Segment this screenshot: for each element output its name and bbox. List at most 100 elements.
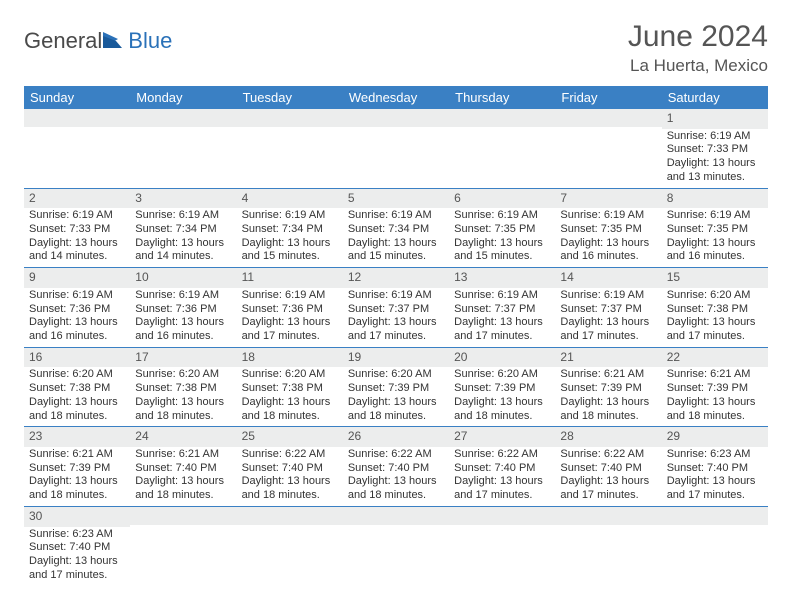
day-details: Sunrise: 6:19 AMSunset: 7:36 PMDaylight:… <box>24 288 130 347</box>
daylight-text: Daylight: 13 hours and 18 minutes. <box>667 396 763 424</box>
day-details: Sunrise: 6:19 AMSunset: 7:33 PMDaylight:… <box>662 129 768 188</box>
sunset-text: Sunset: 7:33 PM <box>667 143 763 157</box>
day-number: 28 <box>555 427 661 447</box>
day-number: 17 <box>130 348 236 368</box>
calendar-day-cell <box>555 506 661 585</box>
sunrise-text: Sunrise: 6:20 AM <box>242 368 338 382</box>
daylight-text: Daylight: 13 hours and 18 minutes. <box>29 475 125 503</box>
day-number: 13 <box>449 268 555 288</box>
sunrise-text: Sunrise: 6:19 AM <box>560 209 656 223</box>
daylight-text: Daylight: 13 hours and 18 minutes. <box>560 396 656 424</box>
daylight-text: Daylight: 13 hours and 17 minutes. <box>560 316 656 344</box>
sunrise-text: Sunrise: 6:19 AM <box>667 130 763 144</box>
calendar-day-cell: 1Sunrise: 6:19 AMSunset: 7:33 PMDaylight… <box>662 109 768 188</box>
daylight-text: Daylight: 13 hours and 13 minutes. <box>667 157 763 185</box>
daylight-text: Daylight: 13 hours and 18 minutes. <box>135 396 231 424</box>
day-number: 29 <box>662 427 768 447</box>
day-number: 11 <box>237 268 343 288</box>
day-details: Sunrise: 6:22 AMSunset: 7:40 PMDaylight:… <box>449 447 555 506</box>
day-details: Sunrise: 6:21 AMSunset: 7:39 PMDaylight:… <box>24 447 130 506</box>
sunrise-text: Sunrise: 6:20 AM <box>135 368 231 382</box>
sunset-text: Sunset: 7:37 PM <box>560 303 656 317</box>
daylight-text: Daylight: 13 hours and 15 minutes. <box>454 237 550 265</box>
calendar-week-row: 16Sunrise: 6:20 AMSunset: 7:38 PMDayligh… <box>24 347 768 427</box>
calendar-week-row: 9Sunrise: 6:19 AMSunset: 7:36 PMDaylight… <box>24 268 768 348</box>
weekday-header: Friday <box>555 86 661 109</box>
day-number: 1 <box>662 109 768 129</box>
day-details: Sunrise: 6:23 AMSunset: 7:40 PMDaylight:… <box>662 447 768 506</box>
day-details: Sunrise: 6:21 AMSunset: 7:39 PMDaylight:… <box>555 367 661 426</box>
daylight-text: Daylight: 13 hours and 17 minutes. <box>242 316 338 344</box>
location-subtitle: La Huerta, Mexico <box>628 56 768 76</box>
calendar-day-cell: 15Sunrise: 6:20 AMSunset: 7:38 PMDayligh… <box>662 268 768 348</box>
day-number: 3 <box>130 189 236 209</box>
daylight-text: Daylight: 13 hours and 18 minutes. <box>29 396 125 424</box>
calendar-day-cell <box>130 109 236 188</box>
day-details: Sunrise: 6:22 AMSunset: 7:40 PMDaylight:… <box>343 447 449 506</box>
sunset-text: Sunset: 7:34 PM <box>348 223 444 237</box>
day-number <box>555 507 661 525</box>
day-number: 12 <box>343 268 449 288</box>
sunset-text: Sunset: 7:39 PM <box>29 462 125 476</box>
daylight-text: Daylight: 13 hours and 17 minutes. <box>454 316 550 344</box>
calendar-day-cell: 7Sunrise: 6:19 AMSunset: 7:35 PMDaylight… <box>555 188 661 268</box>
day-details: Sunrise: 6:19 AMSunset: 7:33 PMDaylight:… <box>24 208 130 267</box>
day-number: 14 <box>555 268 661 288</box>
day-details: Sunrise: 6:23 AMSunset: 7:40 PMDaylight:… <box>24 527 130 586</box>
day-details: Sunrise: 6:20 AMSunset: 7:38 PMDaylight:… <box>130 367 236 426</box>
calendar-day-cell <box>237 109 343 188</box>
calendar-day-cell: 20Sunrise: 6:20 AMSunset: 7:39 PMDayligh… <box>449 347 555 427</box>
day-number: 25 <box>237 427 343 447</box>
day-number: 23 <box>24 427 130 447</box>
day-number: 2 <box>24 189 130 209</box>
calendar-page: General Blue June 2024 La Huerta, Mexico… <box>0 0 792 606</box>
daylight-text: Daylight: 13 hours and 18 minutes. <box>348 475 444 503</box>
day-number <box>343 109 449 127</box>
day-number: 22 <box>662 348 768 368</box>
page-header: General Blue June 2024 La Huerta, Mexico <box>24 20 768 76</box>
sunset-text: Sunset: 7:40 PM <box>667 462 763 476</box>
calendar-day-cell: 25Sunrise: 6:22 AMSunset: 7:40 PMDayligh… <box>237 427 343 507</box>
day-number: 27 <box>449 427 555 447</box>
daylight-text: Daylight: 13 hours and 17 minutes. <box>348 316 444 344</box>
day-number <box>662 507 768 525</box>
calendar-week-row: 23Sunrise: 6:21 AMSunset: 7:39 PMDayligh… <box>24 427 768 507</box>
day-details: Sunrise: 6:19 AMSunset: 7:36 PMDaylight:… <box>237 288 343 347</box>
day-number: 30 <box>24 507 130 527</box>
sunset-text: Sunset: 7:38 PM <box>242 382 338 396</box>
calendar-week-row: 1Sunrise: 6:19 AMSunset: 7:33 PMDaylight… <box>24 109 768 188</box>
sunset-text: Sunset: 7:37 PM <box>454 303 550 317</box>
sunset-text: Sunset: 7:40 PM <box>348 462 444 476</box>
sunrise-text: Sunrise: 6:20 AM <box>29 368 125 382</box>
day-number <box>449 507 555 525</box>
sunrise-text: Sunrise: 6:19 AM <box>242 209 338 223</box>
calendar-day-cell: 4Sunrise: 6:19 AMSunset: 7:34 PMDaylight… <box>237 188 343 268</box>
sunrise-text: Sunrise: 6:20 AM <box>667 289 763 303</box>
calendar-day-cell: 27Sunrise: 6:22 AMSunset: 7:40 PMDayligh… <box>449 427 555 507</box>
day-details: Sunrise: 6:19 AMSunset: 7:34 PMDaylight:… <box>130 208 236 267</box>
sunset-text: Sunset: 7:40 PM <box>454 462 550 476</box>
day-details: Sunrise: 6:22 AMSunset: 7:40 PMDaylight:… <box>555 447 661 506</box>
sunrise-text: Sunrise: 6:22 AM <box>560 448 656 462</box>
day-details: Sunrise: 6:19 AMSunset: 7:35 PMDaylight:… <box>449 208 555 267</box>
weekday-header: Monday <box>130 86 236 109</box>
sunrise-text: Sunrise: 6:22 AM <box>454 448 550 462</box>
day-number <box>24 109 130 127</box>
sunrise-text: Sunrise: 6:23 AM <box>29 528 125 542</box>
daylight-text: Daylight: 13 hours and 17 minutes. <box>454 475 550 503</box>
sunset-text: Sunset: 7:36 PM <box>242 303 338 317</box>
calendar-day-cell: 30Sunrise: 6:23 AMSunset: 7:40 PMDayligh… <box>24 506 130 585</box>
calendar-table: Sunday Monday Tuesday Wednesday Thursday… <box>24 86 768 586</box>
sunset-text: Sunset: 7:38 PM <box>29 382 125 396</box>
daylight-text: Daylight: 13 hours and 18 minutes. <box>242 396 338 424</box>
sunset-text: Sunset: 7:35 PM <box>560 223 656 237</box>
day-number: 20 <box>449 348 555 368</box>
day-details: Sunrise: 6:19 AMSunset: 7:36 PMDaylight:… <box>130 288 236 347</box>
sunset-text: Sunset: 7:39 PM <box>348 382 444 396</box>
sunrise-text: Sunrise: 6:19 AM <box>29 289 125 303</box>
calendar-day-cell: 9Sunrise: 6:19 AMSunset: 7:36 PMDaylight… <box>24 268 130 348</box>
sunrise-text: Sunrise: 6:19 AM <box>242 289 338 303</box>
day-details: Sunrise: 6:19 AMSunset: 7:37 PMDaylight:… <box>449 288 555 347</box>
day-number: 7 <box>555 189 661 209</box>
daylight-text: Daylight: 13 hours and 16 minutes. <box>135 316 231 344</box>
